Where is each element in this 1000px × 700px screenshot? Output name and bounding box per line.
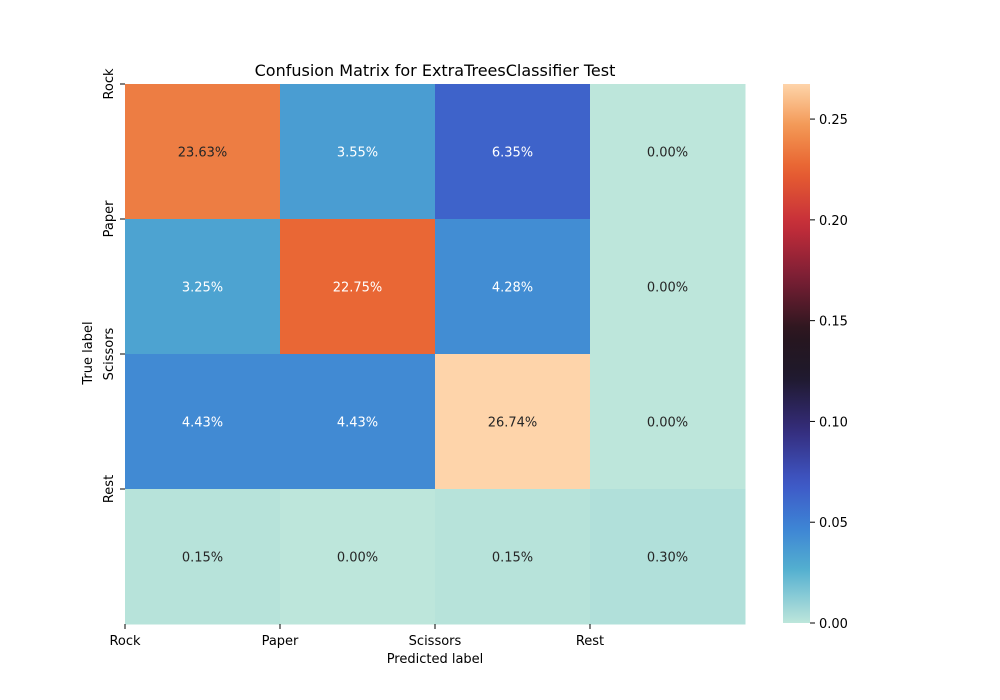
cell-value-label: 23.63% [178,146,228,161]
y-tick-label: Rock [102,68,117,100]
chart-title: Confusion Matrix for ExtraTreesClassifie… [255,61,616,80]
x-tick-label: Rock [109,634,141,649]
heatmap-cell [125,489,281,625]
cell-value-label: 6.35% [492,146,533,161]
heatmap-cell [435,84,591,220]
y-tick-label: Rest [102,475,117,503]
colorbar-tick-label: 0.10 [819,415,848,430]
cell-value-label: 4.43% [182,416,223,431]
x-axis-label: Predicted label [387,652,484,667]
heatmap-cell [590,489,746,625]
heatmap-cell [435,219,591,355]
cell-value-label: 0.00% [647,416,688,431]
y-tick-label: Paper [102,200,117,237]
heatmap-cell [590,354,746,490]
x-tick-label: Scissors [409,634,462,649]
y-axis: Rock Paper Scissors Rest [102,68,125,503]
heatmap-cell [125,84,281,220]
cell-value-label: 0.15% [492,551,533,566]
heatmap-cell [280,354,436,490]
heatmap-cell [125,219,281,355]
colorbar-tick-label: 0.20 [819,214,848,229]
cell-value-label: 4.43% [337,416,378,431]
heatmap-cell [280,219,436,355]
cell-value-label: 22.75% [333,281,383,296]
heatmap-cells: 23.63% 3.55% 6.35% 0.00% 3.25% 22.75% 4.28% 0.0… [125,84,746,625]
colorbar-tick-label: 0.15 [819,315,848,330]
colorbar-tick-label: 0.25 [819,113,848,128]
cell-value-label: 4.28% [492,281,533,296]
heatmap-cell [590,84,746,220]
heatmap-cell [435,489,591,625]
colorbar-gradient [783,84,810,623]
cell-value-label: 0.15% [182,551,223,566]
y-tick-label: Scissors [102,327,117,380]
cell-value-label: 26.74% [488,416,538,431]
heatmap-cell [280,84,436,220]
x-axis: Rock Paper Scissors Rest [109,624,604,649]
colorbar-tick-label: 0.00 [819,617,848,632]
x-tick-label: Rest [576,634,604,649]
cell-value-label: 0.00% [647,281,688,296]
x-tick-label: Paper [262,634,299,649]
heatmap-cell [125,354,281,490]
colorbar-tick-label: 0.05 [819,516,848,531]
heatmap-cell [590,219,746,355]
heatmap-cell [435,354,591,490]
cell-value-label: 0.00% [647,146,688,161]
cell-value-label: 0.00% [337,551,378,566]
cell-value-label: 0.30% [647,551,688,566]
colorbar: 0.00 0.05 0.10 0.15 0.20 0.25 [783,84,848,632]
heatmap-cell [280,489,436,625]
cell-value-label: 3.25% [182,281,223,296]
cell-value-label: 3.55% [337,146,378,161]
y-axis-label: True label [81,321,96,385]
